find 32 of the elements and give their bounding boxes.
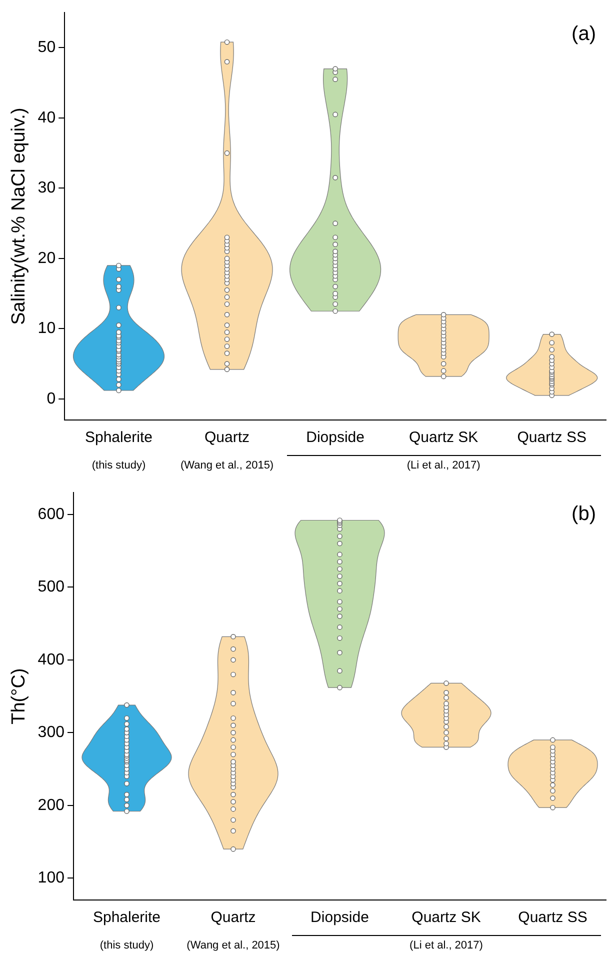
y-tick-label: 300 xyxy=(38,724,65,742)
y-axis-title: Salinity(wt.% NaCl equiv.) xyxy=(8,108,30,325)
text: (Wang et al., 2015) xyxy=(186,940,280,952)
x-tick-label: Sphalerite xyxy=(84,429,153,446)
text: (this study) xyxy=(92,460,146,472)
text: (this study) xyxy=(100,940,154,952)
y-tick-label: 40 xyxy=(38,109,56,126)
x-tick-label: Quartz SK xyxy=(412,909,481,926)
y-tick-label: 100 xyxy=(38,870,65,887)
x-tick-label: Quartz SS xyxy=(518,909,588,926)
x-tick-label: Quartz SS xyxy=(517,429,586,446)
text: (a) xyxy=(572,23,596,46)
x-tick-label: Quartz xyxy=(210,909,256,926)
text: (Wang et al., 2015) xyxy=(180,460,274,472)
y-axis-title: Th(°C) xyxy=(8,668,30,724)
text: (Li et al., 2017) xyxy=(406,460,480,472)
y-tick-label: 400 xyxy=(38,651,65,668)
y-tick-label: 30 xyxy=(38,180,56,197)
y-tick-label: 500 xyxy=(38,578,65,596)
x-tick-label: Diopside xyxy=(306,429,364,446)
y-tick-label: 50 xyxy=(38,39,56,56)
y-tick-label: 600 xyxy=(38,506,65,523)
y-tick-label: 200 xyxy=(38,796,65,814)
x-tick-label: Diopside xyxy=(310,909,369,926)
x-tick-label: Sphalerite xyxy=(92,909,161,926)
y-tick-label: 0 xyxy=(46,390,56,408)
text: (Li et al., 2017) xyxy=(410,940,483,952)
x-tick-label: Quartz SK xyxy=(408,429,478,446)
x-tick-label: Quartz xyxy=(204,429,250,446)
y-tick-label: 10 xyxy=(38,320,56,338)
y-tick-label: 20 xyxy=(38,250,56,267)
text: (b) xyxy=(572,503,596,526)
